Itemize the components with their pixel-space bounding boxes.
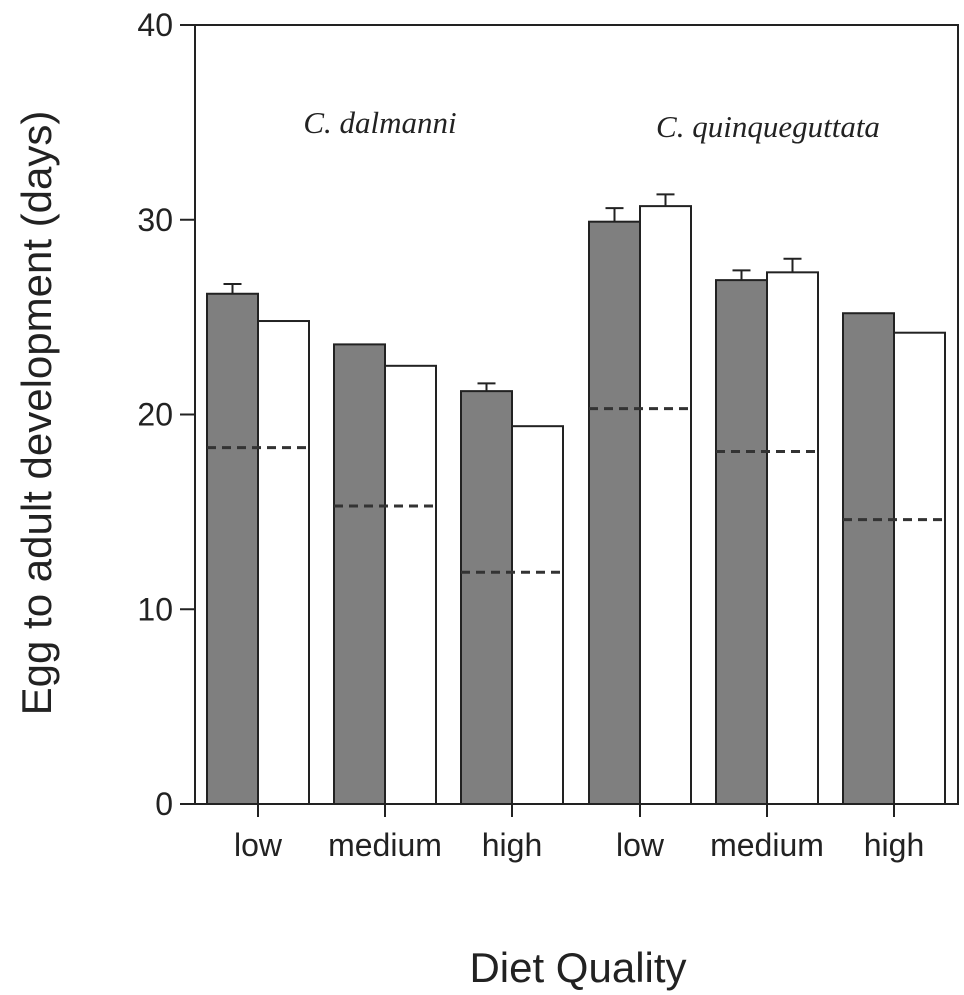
bar: [511, 425, 564, 805]
bar: [333, 343, 386, 805]
x-tick-label: high: [482, 827, 543, 863]
y-tick-label: 0: [155, 786, 173, 822]
bar: [384, 364, 437, 805]
bar: [842, 312, 895, 805]
y-axis: 0 10 20 30 40: [137, 7, 195, 822]
bar: [588, 220, 641, 805]
x-tick-label: low: [616, 827, 665, 863]
x-axis-title: Diet Quality: [469, 944, 686, 991]
bar: [766, 271, 819, 805]
bar: [257, 320, 310, 805]
bar: [206, 292, 259, 805]
y-tick-label: 10: [137, 591, 173, 627]
annotation-species-1: C. dalmanni: [303, 105, 456, 140]
x-tick-label: medium: [710, 827, 824, 863]
error-bars-layer: [223, 193, 802, 392]
annotation-species-2: C. quinqueguttata: [656, 109, 880, 144]
bar: [460, 390, 513, 805]
bar: [893, 331, 946, 805]
y-tick-label: 40: [137, 7, 173, 43]
y-tick-label: 30: [137, 202, 173, 238]
y-axis-title: Egg to adult development (days): [13, 111, 60, 716]
x-tick-label: low: [234, 827, 283, 863]
y-tick-label: 20: [137, 397, 173, 433]
x-tick-label: high: [864, 827, 925, 863]
reference-lines-layer: [207, 407, 945, 574]
bar: [715, 279, 768, 805]
x-tick-label: medium: [328, 827, 442, 863]
bars-layer: [206, 205, 946, 805]
bar: [639, 205, 692, 805]
x-axis: low medium high low medium high: [234, 804, 924, 863]
